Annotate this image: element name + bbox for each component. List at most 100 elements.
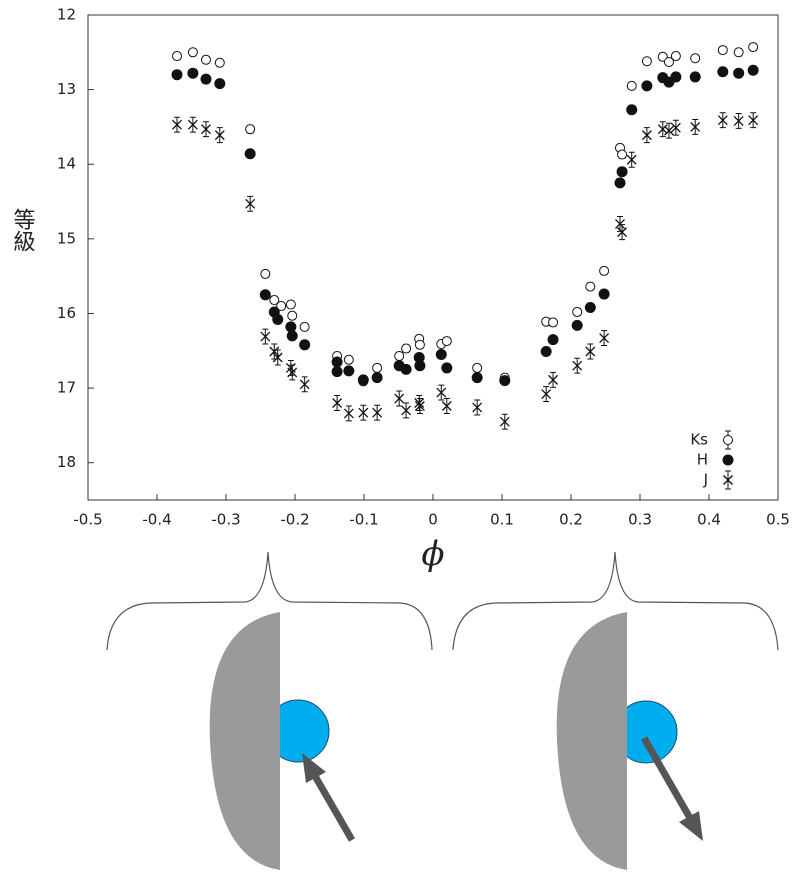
point [358, 407, 369, 418]
point [547, 334, 559, 346]
arrow-shaft-right [640, 736, 694, 820]
legend: Ks HJ [690, 430, 734, 490]
point [663, 57, 674, 68]
point [670, 122, 681, 133]
y-axis-label: 等級 [10, 208, 36, 252]
brace-left [106, 551, 433, 651]
legend-marker [723, 435, 733, 445]
point [670, 71, 682, 83]
point [599, 265, 610, 276]
arrow-shaft-left [311, 774, 356, 842]
point [472, 362, 483, 373]
point [641, 80, 653, 92]
point [187, 47, 198, 58]
point [286, 330, 298, 342]
x-tick-label: 0.1 [490, 511, 514, 529]
brace-right [452, 551, 779, 651]
point [585, 346, 596, 357]
point [287, 367, 298, 378]
y-tick-label: 17 [57, 379, 76, 397]
point [187, 67, 199, 79]
disk-left [209, 612, 280, 870]
point [272, 352, 283, 363]
point [436, 387, 447, 398]
point [200, 54, 211, 65]
point [259, 289, 271, 301]
point [172, 51, 183, 62]
y-tick-label: 16 [57, 304, 76, 322]
point [599, 333, 610, 344]
arrow-head-left [302, 753, 326, 783]
point [287, 310, 298, 321]
legend-label: J [703, 471, 708, 489]
point [299, 379, 310, 390]
point [733, 47, 744, 58]
point [435, 349, 447, 360]
point [400, 363, 412, 375]
point [585, 281, 596, 292]
x-tick-label: 0.5 [766, 511, 790, 529]
point [441, 336, 452, 347]
point [572, 360, 583, 371]
point [269, 295, 280, 306]
point [548, 317, 559, 328]
point [717, 45, 728, 56]
point [285, 299, 296, 310]
point [285, 321, 297, 333]
point [689, 71, 701, 83]
plot-frame [87, 14, 779, 501]
point [343, 365, 355, 377]
point [214, 57, 225, 68]
x-tick-label: -0.5 [73, 511, 102, 529]
series-2 [172, 112, 759, 430]
point [441, 362, 453, 374]
point [717, 66, 729, 78]
x-tick-label: -0.2 [280, 511, 309, 529]
point [172, 119, 182, 130]
point [414, 401, 425, 411]
y-tick-label: 18 [57, 453, 76, 471]
point [499, 375, 511, 387]
point [541, 389, 552, 400]
point [441, 401, 452, 411]
x-tick-label: 0 [428, 511, 438, 529]
legend-marker [722, 454, 734, 466]
point [641, 130, 652, 141]
arrow-head-right [679, 811, 703, 841]
point [245, 198, 256, 209]
y-tick-label: 13 [57, 80, 76, 98]
point [616, 166, 628, 178]
x-tick-label: -0.1 [349, 511, 378, 529]
point [372, 362, 383, 373]
point [276, 301, 287, 311]
y-tick-label: 14 [57, 155, 76, 173]
point [733, 115, 744, 126]
point [540, 346, 552, 358]
plot-area: -0.5 -0.4 -0.3 -0.2 -0.1 0 0.1 0.2 0.3 0.4 0.5 12 13… [57, 6, 790, 529]
point [371, 372, 383, 384]
point [332, 398, 343, 408]
point [626, 104, 638, 116]
point [244, 148, 256, 160]
diagram [106, 551, 779, 870]
point [626, 154, 637, 165]
point [657, 124, 668, 135]
point [414, 360, 426, 372]
point [245, 124, 256, 135]
series-1 [171, 64, 759, 387]
point [299, 321, 310, 332]
point [187, 119, 198, 130]
point [343, 354, 354, 365]
point [414, 398, 425, 408]
point [615, 218, 625, 229]
point [471, 372, 483, 384]
point [548, 374, 559, 385]
point [572, 306, 583, 317]
point [617, 149, 628, 160]
series-0 [172, 42, 759, 387]
x-axis-label: ϕ [421, 534, 444, 574]
y-tick-label: 15 [57, 229, 76, 247]
point [598, 288, 610, 300]
point [748, 115, 759, 126]
